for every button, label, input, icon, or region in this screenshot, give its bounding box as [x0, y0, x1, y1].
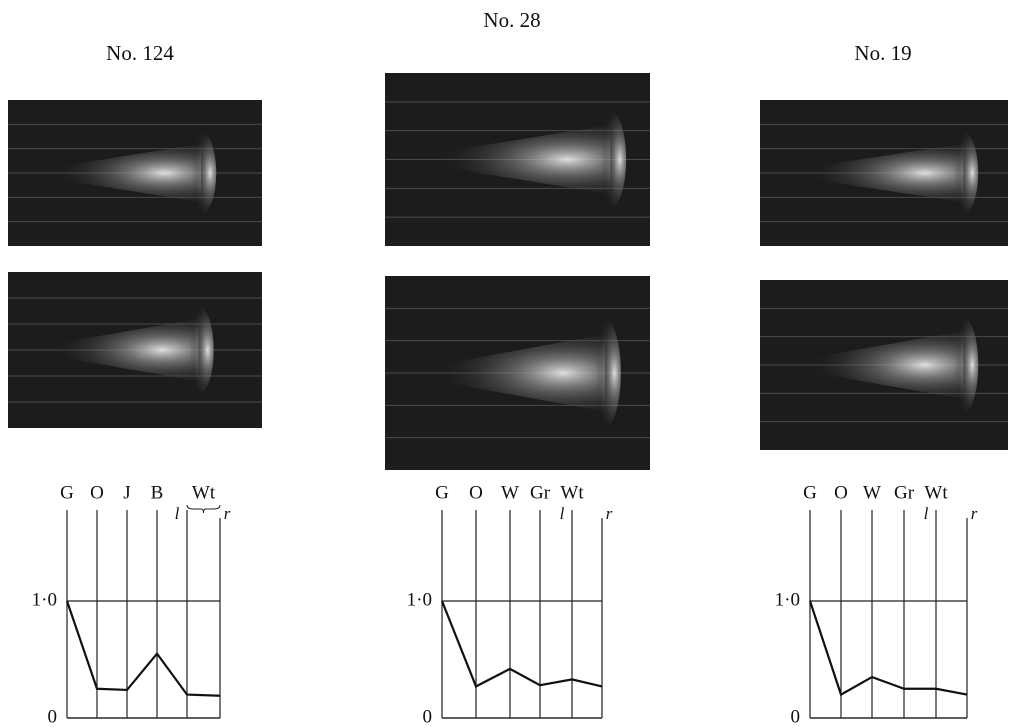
- x-tick-label: G: [803, 482, 817, 503]
- group-label: Wt: [560, 482, 584, 503]
- y-tick-label: 0: [48, 706, 58, 727]
- panel-title: No. 124: [106, 41, 174, 65]
- photo-trace: [395, 334, 605, 412]
- photo-glow: [185, 132, 217, 214]
- y-tick-label: 0: [791, 706, 801, 727]
- x-tick-label: O: [834, 482, 848, 503]
- data-line: [440, 600, 603, 688]
- photo-glow: [183, 306, 214, 394]
- panel-title: No. 19: [854, 41, 911, 65]
- x-tick-label: Gr: [894, 482, 915, 503]
- x-tick-label: G: [435, 482, 449, 503]
- photo-trace: [770, 143, 964, 203]
- photo-trace: [395, 124, 611, 195]
- y-tick-label: 0: [423, 706, 433, 727]
- y-tick-label: 1·0: [407, 589, 432, 610]
- x-tick-label: W: [863, 482, 881, 503]
- y-tick-label: 1·0: [775, 589, 800, 610]
- brace: [186, 504, 221, 514]
- group-label: Wt: [924, 482, 948, 503]
- photo-glow: [594, 111, 627, 208]
- photo-glow: [589, 318, 621, 428]
- x-tick-label: B: [151, 482, 164, 503]
- x-tick-label: r: [971, 504, 978, 523]
- group-label: Wt: [192, 482, 216, 503]
- x-tick-label: l: [560, 504, 565, 523]
- photo-trace: [18, 143, 202, 203]
- x-tick-label: r: [224, 504, 231, 523]
- data-line: [808, 600, 968, 697]
- y-tick-label: 1·0: [32, 589, 57, 610]
- x-tick-label: Gr: [530, 482, 551, 503]
- data-line: [65, 600, 221, 697]
- x-tick-label: r: [606, 504, 613, 523]
- x-tick-label: W: [501, 482, 519, 503]
- x-tick-label: G: [60, 482, 74, 503]
- x-tick-label: l: [924, 504, 929, 523]
- photo-glow: [948, 132, 979, 214]
- photo-trace: [770, 331, 964, 399]
- x-tick-label: J: [123, 482, 130, 503]
- x-tick-label: l: [175, 504, 180, 523]
- x-tick-label: O: [469, 482, 483, 503]
- photo-trace: [18, 318, 199, 382]
- panel-title: No. 28: [483, 8, 540, 32]
- photo-glow: [948, 317, 979, 413]
- x-tick-label: O: [90, 482, 104, 503]
